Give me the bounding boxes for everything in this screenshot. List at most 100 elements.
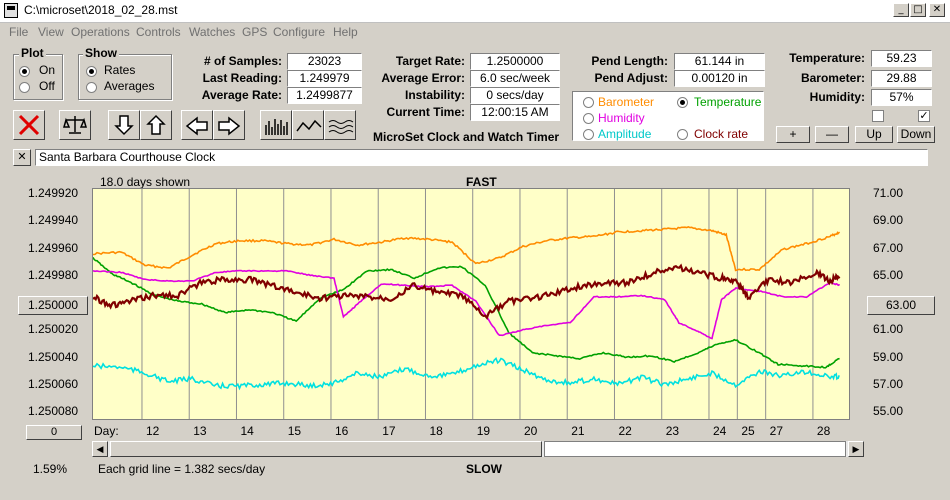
arrow-down-button[interactable]: [108, 110, 140, 140]
menu-configure[interactable]: Configure: [273, 25, 326, 39]
average-rate-value: 1.2499877: [287, 87, 362, 104]
series-select-box: [572, 91, 764, 141]
horizontal-scrollbar[interactable]: ◀ ▶: [92, 441, 864, 457]
plot-group: [13, 54, 63, 100]
x-tick-label: 24: [712, 424, 727, 438]
left-tick-label: 1.250020: [28, 322, 79, 337]
x-tick-label: 12: [145, 424, 160, 438]
left-tick-label: 1.249960: [28, 240, 79, 255]
x-tick-label: 16: [334, 424, 349, 438]
plot-off-label: Off: [39, 79, 55, 93]
scroll-track-left[interactable]: [110, 441, 542, 457]
show-rates-radio[interactable]: [86, 66, 97, 77]
target-rate-label: Target Rate:: [395, 54, 465, 68]
menu-watches[interactable]: Watches: [189, 25, 236, 39]
average-error-label: Average Error:: [381, 71, 465, 85]
average-error-value: 6.0 sec/week: [470, 70, 560, 87]
scroll-thumb[interactable]: [544, 441, 846, 457]
barometer-radio[interactable]: [583, 97, 594, 108]
show-averages-radio[interactable]: [86, 82, 97, 93]
menu-view[interactable]: View: [38, 25, 64, 39]
left-value-button[interactable]: 1.250000: [18, 296, 88, 315]
show-averages-label: Averages: [104, 79, 155, 93]
rate-chart-svg: [93, 189, 841, 419]
series-line-clock-rate: [93, 263, 841, 321]
scroll-right-icon: ▶: [852, 444, 860, 454]
pend-adjust-label: Pend Adjust:: [594, 71, 668, 85]
clock-name-field[interactable]: Santa Barbara Courthouse Clock: [35, 149, 928, 166]
close-button[interactable]: ✕: [929, 3, 945, 17]
humidity-option-label: Humidity: [598, 111, 645, 125]
down-button[interactable]: Down: [897, 126, 935, 143]
env-checkbox-2[interactable]: ✓: [918, 110, 930, 122]
arrow-left-button[interactable]: [181, 110, 213, 140]
pend-length-value: 61.144 in: [674, 53, 765, 70]
stop-button[interactable]: [13, 110, 45, 140]
series-line-temperature: [93, 256, 840, 369]
menu-help[interactable]: Help: [333, 25, 358, 39]
x-tick-label: 17: [382, 424, 396, 438]
x-tick-label: 18: [429, 424, 443, 438]
series-line-amplitude: [93, 356, 840, 391]
humidity-label: Humidity:: [809, 90, 865, 104]
current-time-label: Current Time:: [386, 105, 465, 119]
percent-label: 1.59%: [33, 462, 68, 476]
x-tick-label: 13: [193, 424, 207, 438]
line-graph-button[interactable]: [292, 110, 324, 140]
barometer-value: 29.88: [871, 70, 932, 87]
maximize-button[interactable]: □: [910, 3, 926, 17]
app-icon[interactable]: [4, 3, 18, 18]
wave-graph-button[interactable]: [324, 110, 356, 140]
x-tick-label: 27: [769, 424, 784, 438]
menu-bar: File View Operations Controls Watches GP…: [0, 23, 950, 41]
left-tick-label: 1.249940: [28, 213, 79, 228]
x-tick-label: 28: [816, 424, 831, 438]
arrow-up-button[interactable]: [140, 110, 172, 140]
bottom-value-button[interactable]: 0: [26, 425, 82, 440]
env-checkbox-1[interactable]: [872, 110, 884, 122]
minimize-button[interactable]: _: [893, 3, 909, 17]
line-graph-icon: [296, 119, 322, 132]
left-tick-label: 1.250060: [28, 376, 79, 391]
clock-close-button[interactable]: ✕: [13, 149, 31, 166]
instability-value: 0 secs/day: [470, 87, 560, 104]
slow-label: SLOW: [466, 462, 502, 476]
plus-button[interactable]: +: [776, 126, 810, 143]
right-value-button[interactable]: 63.00: [867, 296, 935, 315]
pend-length-label: Pend Length:: [591, 54, 668, 68]
right-tick-label: 67.00: [873, 240, 904, 255]
balance-button[interactable]: [59, 110, 91, 140]
right-tick-label: 55.00: [873, 404, 904, 418]
x-tick-label: 21: [571, 424, 585, 438]
minus-button[interactable]: —: [815, 126, 849, 143]
humidity-radio[interactable]: [583, 113, 594, 124]
menu-operations[interactable]: Operations: [71, 25, 130, 39]
series-line-barometer: [93, 226, 841, 272]
scroll-left-button[interactable]: ◀: [92, 441, 108, 457]
balance-scale-icon: [63, 116, 87, 134]
plot-on-label: On: [39, 63, 56, 77]
clock-rate-radio[interactable]: [677, 129, 688, 140]
amplitude-radio[interactable]: [583, 129, 594, 140]
amplitude-option-label: Amplitude: [598, 127, 652, 141]
menu-controls[interactable]: Controls: [136, 25, 181, 39]
plot-on-radio[interactable]: [19, 66, 30, 77]
instability-label: Instability:: [404, 88, 465, 102]
arrow-right-button[interactable]: [213, 110, 245, 140]
left-tick-label: 1.250080: [28, 404, 79, 418]
left-tick-label: 1.249920: [28, 186, 79, 200]
plot-off-radio[interactable]: [19, 82, 30, 93]
target-rate-value[interactable]: 1.2500000: [470, 53, 560, 70]
bar-graph-button[interactable]: [260, 110, 292, 140]
clock-rate-option-label: Clock rate: [694, 127, 749, 141]
scroll-right-button[interactable]: ▶: [848, 441, 864, 457]
right-tick-label: 65.00: [873, 267, 904, 282]
menu-gps[interactable]: GPS: [242, 25, 268, 39]
current-time-value: 12:00:15 AM: [470, 104, 560, 121]
up-button[interactable]: Up: [855, 126, 893, 143]
menu-file[interactable]: File: [9, 25, 29, 39]
temperature-radio[interactable]: [677, 97, 688, 108]
plot-group-label: Plot: [19, 46, 46, 60]
temperature-label: Temperature:: [789, 51, 865, 65]
last-reading-value: 1.249979: [287, 70, 362, 87]
